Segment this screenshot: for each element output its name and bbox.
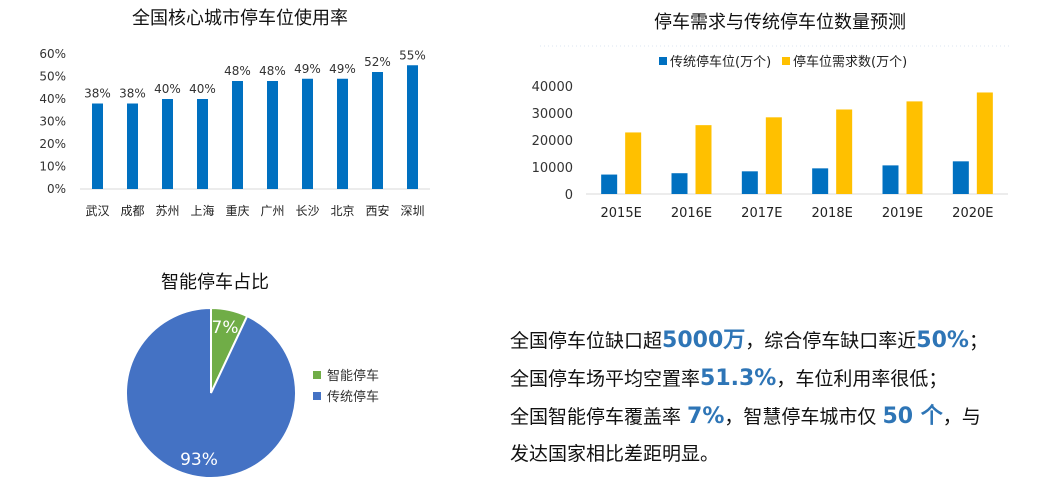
y-tick-label: 30% [39,115,66,129]
chart3-title: 智能停车占比 [161,272,269,293]
bar [407,65,418,189]
text: 发达国家相比差距明显。 [510,443,720,465]
bar [601,174,618,194]
chart2-title: 停车需求与传统停车位数量预测 [654,12,906,33]
x-tick-label: 深圳 [400,204,424,218]
y-tick-label: 20% [39,137,66,151]
legend-label: 停车位需求数(万个) [793,54,907,70]
data-label: 38% [84,87,111,101]
summary-line-4: 发达国家相比差距明显。 [510,436,988,473]
x-tick-label: 2018E [812,206,853,221]
legend-label: 传统停车位(万个) [670,54,771,70]
data-label: 55% [399,48,426,62]
x-tick-label: 成都 [120,204,144,218]
y-tick-label: 40% [39,92,66,106]
bar [197,99,208,189]
x-tick-label: 2016E [671,206,712,221]
legend-label: 智能停车 [327,368,379,384]
x-tick-label: 北京 [330,204,354,218]
bar [976,92,993,194]
bar [741,171,758,194]
data-label: 38% [119,87,146,101]
data-label: 40% [189,82,216,96]
x-tick-label: 长沙 [295,204,319,218]
text: ，智慧停车城市仅 [724,406,883,428]
x-tick-label: 2017E [741,206,782,221]
pie-slice [125,306,297,479]
bar [267,81,278,189]
bar [812,168,829,194]
chart1-title: 全国核心城市停车位使用率 [132,8,348,29]
x-tick-label: 西安 [365,203,389,218]
x-tick-label: 重庆 [225,204,249,218]
x-tick-label: 广州 [260,204,284,218]
bar [625,132,642,194]
x-tick-label: 上海 [190,203,214,218]
highlight: 5000万 [662,328,746,353]
x-tick-label: 2015E [601,206,642,221]
data-label: 49% [329,62,356,76]
highlight: 50% [916,328,969,353]
bar [952,161,969,194]
bar [162,99,173,189]
y-tick-label: 0 [565,188,573,203]
highlight: 51.3% [700,366,777,391]
data-label: 49% [294,62,321,76]
summary-line-1: 全国停车位缺口超5000万，综合停车缺口率近50%； [510,322,988,360]
bar [232,81,243,189]
slice-label: 93% [180,450,218,470]
legend-swatch [313,371,321,379]
legend-swatch [313,392,321,400]
bar [882,165,899,194]
text: ，综合停车缺口率近 [745,330,917,352]
x-tick-label: 2019E [882,206,923,221]
bar [302,78,313,189]
text: 全国停车场平均空置率 [510,368,701,390]
summary-line-3: 全国智能停车覆盖率 7%，智慧停车城市仅 50 个，与 [510,398,988,436]
bar [695,125,712,194]
bar [372,72,383,189]
bar [671,173,688,194]
x-tick-label: 2020E [952,206,993,221]
x-tick-label: 苏州 [155,204,179,218]
y-tick-label: 30000 [532,107,573,122]
text: ； [968,330,988,352]
y-tick-label: 10000 [532,161,573,176]
bar [92,103,103,189]
y-tick-label: 50% [39,70,66,84]
bar [906,101,923,194]
text: 全国智能停车覆盖率 [510,406,688,428]
bar [127,103,138,189]
data-label: 40% [154,82,181,96]
highlight: 50 个 [882,404,943,429]
y-tick-label: 10% [39,160,66,174]
summary-line-2: 全国停车场平均空置率51.3%，车位利用率很低； [510,360,988,398]
x-tick-label: 武汉 [85,204,109,218]
text: ，车位利用率很低； [776,368,948,390]
bar [836,109,853,194]
y-tick-label: 20000 [532,134,573,149]
data-label: 48% [224,64,251,78]
legend-swatch [782,57,790,65]
y-tick-label: 40000 [532,80,573,95]
summary-text: 全国停车位缺口超5000万，综合停车缺口率近50%； 全国停车场平均空置率51.… [510,322,988,473]
y-tick-label: 0% [47,182,66,196]
bar [765,117,782,194]
highlight: 7% [687,404,725,429]
data-label: 52% [364,55,391,69]
data-label: 48% [259,64,286,78]
text: 全国停车位缺口超 [510,330,663,352]
text: ，与 [942,406,981,428]
legend-label: 传统停车 [327,389,379,405]
slice-label: 7% [212,318,239,338]
y-tick-label: 60% [39,47,66,61]
bar [337,78,348,189]
legend-swatch [659,57,667,65]
